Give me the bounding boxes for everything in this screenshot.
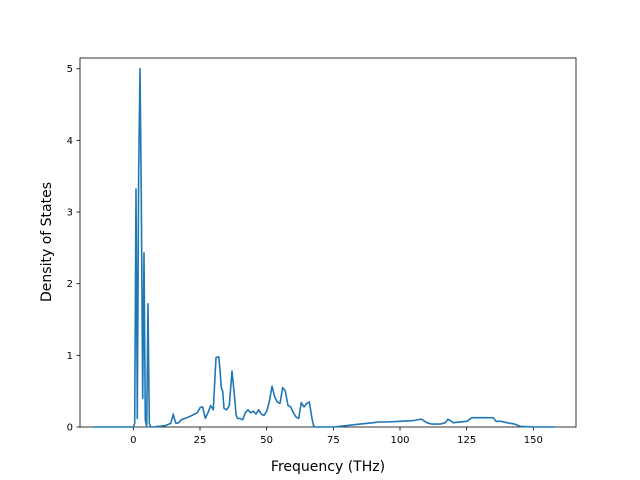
dos-line	[92, 67, 556, 428]
y-axis-title: Density of States	[39, 182, 55, 302]
series-layer	[92, 67, 556, 428]
x-ticks: 0 25 50 75 100 125 150	[130, 427, 543, 446]
y-tick-label: 1	[67, 351, 73, 362]
x-tick-label: 75	[327, 435, 340, 446]
x-tick-label: 25	[194, 435, 207, 446]
x-axis-title: Frequency (THz)	[271, 459, 385, 475]
x-tick-label: 100	[390, 435, 409, 446]
y-tick-label: 0	[67, 423, 73, 434]
x-tick-label: 0	[130, 435, 136, 446]
y-ticks: 0 1 2 3 4 5	[67, 64, 80, 434]
x-tick-label: 50	[260, 435, 273, 446]
x-tick-label: 125	[457, 435, 476, 446]
y-tick-label: 2	[67, 279, 73, 290]
y-tick-label: 3	[67, 208, 73, 219]
x-tick-label: 150	[524, 435, 543, 446]
y-tick-label: 5	[67, 64, 73, 75]
plot-area	[79, 57, 577, 428]
y-tick-label: 4	[67, 136, 73, 147]
